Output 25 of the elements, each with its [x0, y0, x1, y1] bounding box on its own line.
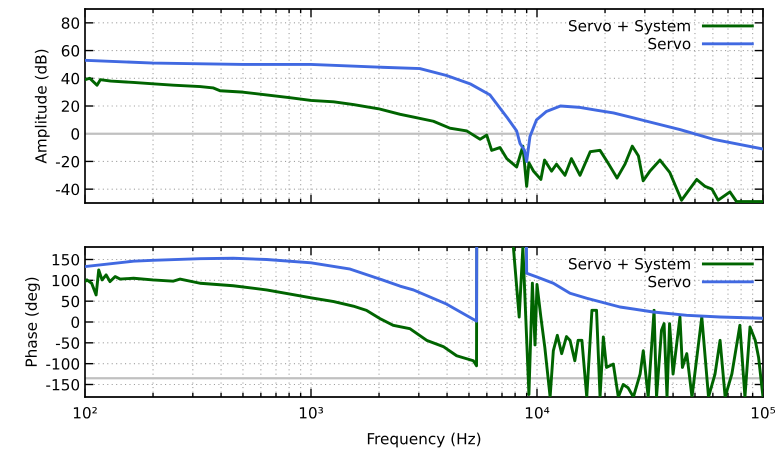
legend-label: Servo	[648, 38, 690, 50]
x-tick-label: 10⁵	[752, 406, 776, 419]
y-tick-label: -150	[46, 378, 80, 391]
y-tick-label: 60	[62, 45, 80, 57]
legend-label: Servo + System	[568, 20, 690, 34]
y-tick-label: -20	[56, 156, 80, 168]
y-tick-label: 50	[62, 296, 80, 308]
x-tick-label: 10⁴	[526, 406, 550, 419]
y-tick-label: 20	[62, 100, 80, 112]
y-axis-title: Amplitude (dB)	[34, 50, 50, 164]
y-tick-label: -40	[56, 184, 80, 196]
y-tick-label: -100	[46, 358, 80, 370]
y-tick-label: -50	[56, 337, 80, 349]
y-tick-label: 0	[71, 128, 80, 140]
x-tick-label: 10³	[300, 406, 324, 419]
y-tick-label: 80	[62, 17, 80, 29]
y-tick-label: 150	[52, 254, 80, 266]
y-tick-label: 40	[61, 72, 80, 84]
legend-label: Servo	[648, 276, 690, 288]
y-tick-label: 0	[71, 316, 80, 328]
x-tick-label: 10²	[74, 406, 97, 419]
y-tick-label: 100	[52, 274, 80, 286]
y-axis-title: Phase (deg)	[25, 278, 40, 366]
legend-label: Servo + System	[568, 258, 690, 272]
x-axis-title: Frequency (Hz)	[368, 432, 480, 448]
